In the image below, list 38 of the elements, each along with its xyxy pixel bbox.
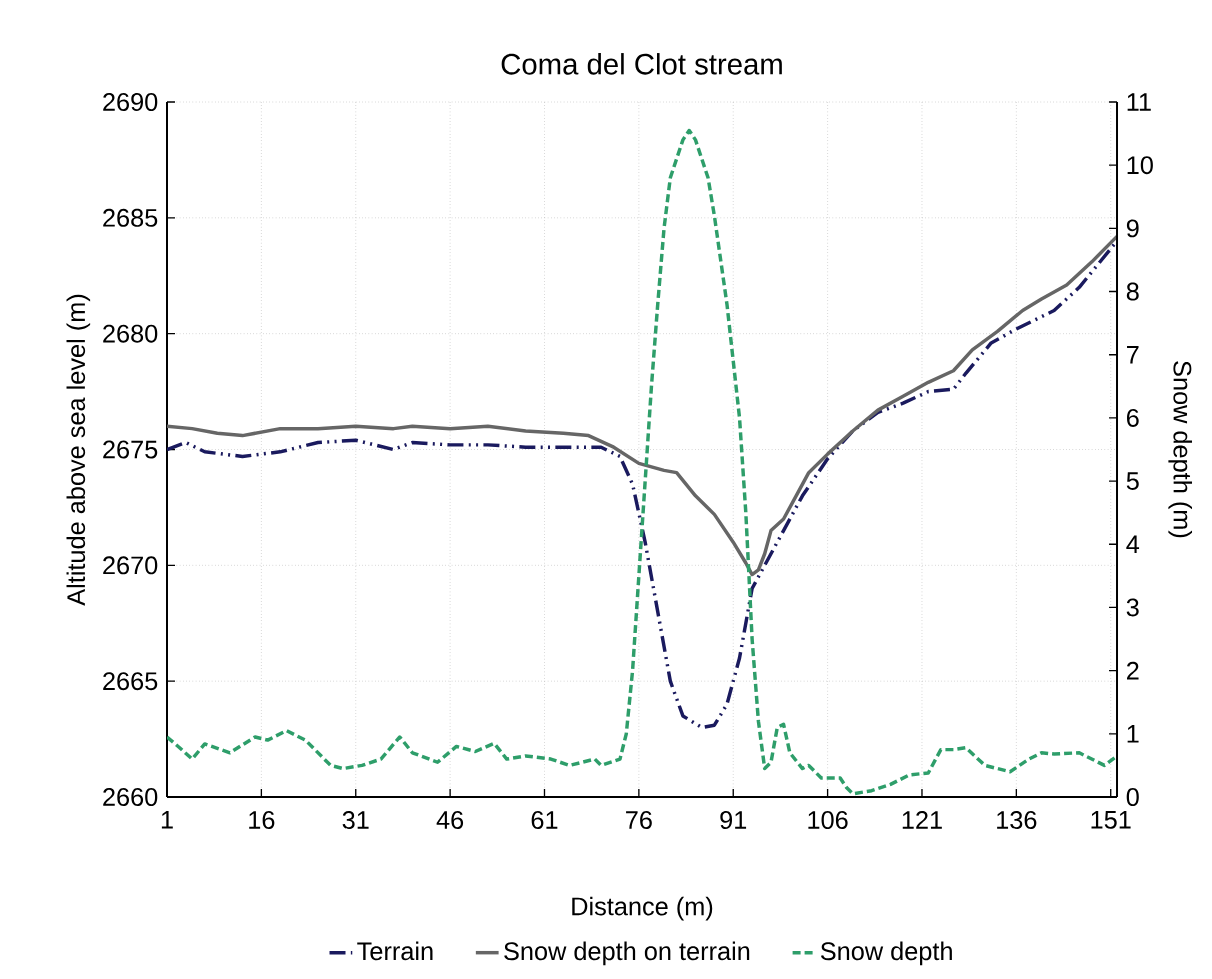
x-tick-label: 106 <box>808 811 848 829</box>
legend-label: Snow depth <box>820 941 952 966</box>
y-tick-label: 2670 <box>103 556 158 575</box>
y-tick-label: 2680 <box>103 324 158 343</box>
x-tick-label: 1 <box>161 811 173 829</box>
y2-tick-label: 1 <box>1127 725 1139 743</box>
x-tick-label: 46 <box>436 811 464 829</box>
y-tick-label: 2665 <box>103 672 158 691</box>
y2-tick-label: 6 <box>1127 408 1139 427</box>
y2-tick-label: 2 <box>1127 661 1139 680</box>
y2-tick-label: 10 <box>1127 156 1153 175</box>
y-tick-label: 2660 <box>103 788 158 806</box>
x-tick-label: 76 <box>626 811 652 829</box>
y-axis-title: Altitude above sea level (m) <box>66 294 91 606</box>
y2-tick-label: 4 <box>1126 535 1140 553</box>
y-tick-label: 2690 <box>103 93 158 111</box>
chart-title: Coma del Clot stream <box>501 53 782 75</box>
y2-tick-label: 11 <box>1127 93 1151 111</box>
y2-tick-label: 7 <box>1127 346 1139 364</box>
y2-tick-label: 8 <box>1126 282 1139 301</box>
y-tick-label: 2675 <box>103 440 158 459</box>
y-tick-label: 2685 <box>103 208 158 227</box>
y2-tick-label: 9 <box>1126 219 1139 238</box>
x-axis-title: Distance (m) <box>572 896 713 921</box>
x-tick-label: 16 <box>249 811 275 829</box>
y2-axis-title: Snow depth (m) <box>1168 361 1193 538</box>
x-tick-label: 61 <box>531 811 558 829</box>
x-tick-label: 136 <box>997 811 1037 829</box>
x-tick-label: 151 <box>1091 811 1131 829</box>
line-series <box>167 234 1118 577</box>
x-tick-label: 121 <box>902 811 942 829</box>
legend-label: Terrain <box>357 941 433 961</box>
y2-tick-label: 3 <box>1126 598 1139 617</box>
x-tick-label: 31 <box>342 811 369 829</box>
y2-tick-label: 5 <box>1126 472 1139 490</box>
y2-tick-label: 0 <box>1126 788 1139 806</box>
x-tick-label: 91 <box>720 811 747 829</box>
legend-label: Snow depth on terrain <box>504 941 750 966</box>
